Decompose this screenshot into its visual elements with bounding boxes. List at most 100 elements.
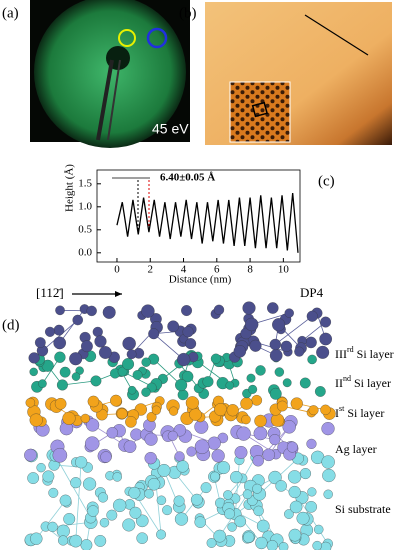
model-label: DP4 <box>300 285 324 300</box>
layer-numeral: Si substrate <box>335 502 391 516</box>
atom <box>213 529 227 543</box>
atom <box>94 535 107 547</box>
atom <box>176 460 189 473</box>
atom <box>113 498 127 513</box>
atom <box>181 370 194 383</box>
atom <box>290 397 303 410</box>
atom <box>320 316 332 328</box>
atom <box>284 509 294 519</box>
atom <box>234 445 248 459</box>
layer-name: Si layer <box>344 406 384 420</box>
atom <box>274 367 285 377</box>
atom <box>81 340 93 353</box>
atom <box>207 436 221 450</box>
atom <box>321 422 335 436</box>
atom <box>156 529 166 540</box>
atom <box>136 532 148 544</box>
atom <box>224 508 235 520</box>
atom <box>262 448 275 462</box>
layer-label: Si substrate <box>335 502 391 516</box>
atom <box>194 516 206 528</box>
atom <box>36 463 46 473</box>
atom <box>122 336 136 351</box>
layer-numeral: I <box>335 406 339 420</box>
atom <box>236 426 251 441</box>
atom <box>227 522 237 532</box>
panel-label: (b) <box>179 5 197 21</box>
atom <box>269 338 281 351</box>
atom <box>29 367 38 377</box>
layer-label: Ag layer <box>335 442 377 456</box>
atom <box>144 488 154 499</box>
atom <box>90 375 102 387</box>
atom <box>289 500 303 514</box>
atom <box>117 366 128 377</box>
atom <box>225 381 235 390</box>
atom <box>100 451 112 463</box>
atom <box>272 318 286 332</box>
atom <box>241 414 251 425</box>
atom <box>190 493 203 506</box>
atom <box>256 519 270 533</box>
atom <box>174 512 189 526</box>
atom <box>243 531 255 543</box>
atom <box>56 379 68 391</box>
atom <box>86 418 100 432</box>
atom <box>87 505 99 517</box>
atom <box>200 482 212 494</box>
unit-cell <box>251 101 269 118</box>
atom <box>167 320 180 333</box>
atom <box>276 400 288 412</box>
atom <box>234 515 247 528</box>
data-line <box>116 192 299 253</box>
atom <box>217 461 231 475</box>
atom <box>175 379 188 392</box>
atom <box>185 338 197 350</box>
atom <box>252 455 264 467</box>
atom <box>185 396 199 410</box>
atom <box>63 513 76 525</box>
x-tick-label: 2 <box>147 264 153 276</box>
atom <box>248 384 258 394</box>
atom <box>251 394 263 406</box>
atom <box>99 518 110 528</box>
atom <box>168 406 179 416</box>
atom <box>320 404 331 416</box>
atom <box>125 416 137 428</box>
atom <box>173 495 185 507</box>
arrow-head <box>115 291 122 297</box>
atom <box>54 351 66 363</box>
panel-label: (d) <box>2 317 20 333</box>
layer-suffix: nd <box>343 374 351 383</box>
x-tick-label: 0 <box>114 264 120 276</box>
layer-label: IInd Si layer <box>335 374 391 389</box>
atom <box>156 495 167 505</box>
atom <box>87 395 100 408</box>
atom <box>72 314 83 326</box>
layer-suffix: rd <box>347 345 354 354</box>
bond <box>275 315 313 345</box>
layer-name: Si layer <box>351 376 391 390</box>
atom <box>306 310 318 322</box>
atom <box>211 449 225 463</box>
layer-numeral: II <box>335 376 343 390</box>
atom <box>52 447 68 463</box>
layer-suffix: st <box>339 404 345 413</box>
atom <box>296 511 310 525</box>
atom <box>123 440 137 453</box>
atom <box>167 430 178 441</box>
atom <box>126 349 137 360</box>
atom <box>286 441 298 453</box>
atom <box>83 477 97 491</box>
atom <box>25 397 36 408</box>
plot-frame <box>96 169 301 263</box>
atom <box>319 332 332 346</box>
atom <box>42 470 55 483</box>
direction-label: [112̄] <box>36 285 64 300</box>
atom <box>299 377 311 389</box>
atom <box>305 501 317 513</box>
layer-label: IIIrd Si layer <box>335 345 394 360</box>
atom <box>252 483 263 494</box>
spot-marker <box>146 27 168 49</box>
atom <box>194 439 210 455</box>
